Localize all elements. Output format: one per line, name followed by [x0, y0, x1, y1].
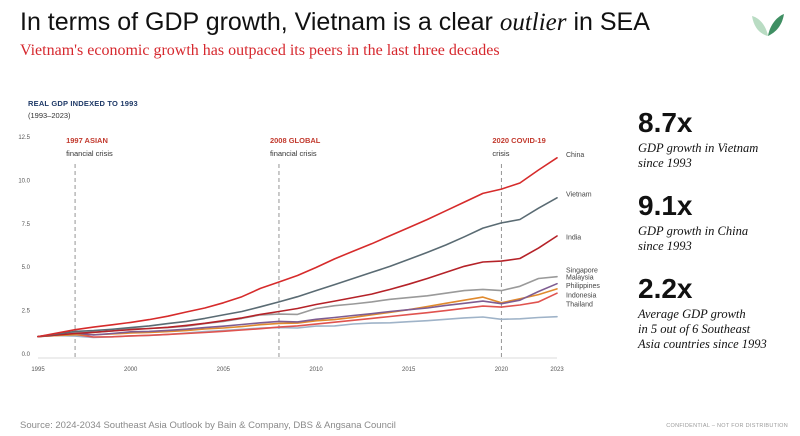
series-line-indonesia	[37, 292, 558, 338]
x-tick-label: 2010	[309, 367, 323, 373]
stat-line: in 5 out of 6 Southeast	[638, 322, 751, 336]
x-tick-label: 2005	[217, 367, 231, 373]
title-suffix: in SEA	[566, 8, 650, 36]
stat-line: Average GDP growth	[638, 307, 746, 321]
gdp-line-chart: 0.0 2.5 5.0 7.5 10.0 12.5 1995 2000 2005 2010 2015…	[18, 135, 600, 373]
page-subtitle: Vietnam's economic growth has outpaced i…	[20, 42, 500, 59]
stat-line: GDP growth in Vietnam	[638, 141, 759, 155]
annotation-title: 2020 COVID-19	[492, 136, 545, 145]
series-label: India	[566, 235, 581, 242]
annotation-text: crisis	[492, 149, 509, 158]
stat-description: Average GDP growth in 5 out of 6 Southea…	[638, 307, 767, 352]
x-tick-label: 2020	[495, 367, 509, 373]
series-line-china	[37, 157, 558, 338]
source-footnote: Source: 2024-2034 Southeast Asia Outlook…	[20, 420, 396, 431]
series-label: China	[566, 152, 584, 159]
stat-china: 9.1x GDP growth in China since 1993	[638, 190, 748, 254]
series-label: Indonesia	[566, 292, 596, 299]
confidential-notice: CONFIDENTIAL – NOT FOR DISTRIBUTION	[666, 423, 788, 429]
chart-title: REAL GDP INDEXED TO 1993	[28, 99, 138, 108]
stat-sea-average: 2.2x Average GDP growth in 5 out of 6 So…	[638, 273, 767, 352]
series-label: Thailand	[566, 302, 593, 309]
page-title: In terms of GDP growth, Vietnam is a cle…	[20, 8, 650, 37]
title-emphasis: outlier	[499, 9, 567, 36]
annotation-title: 1997 ASIAN	[66, 136, 108, 145]
stat-line: GDP growth in China	[638, 224, 749, 238]
stat-line: Asia countries since 1993	[638, 337, 767, 351]
annotation-title: 2008 GLOBAL	[270, 136, 321, 145]
logo-left-leaf	[752, 16, 768, 36]
y-tick-label: 2.5	[22, 309, 31, 315]
brand-logo-icon	[752, 14, 784, 36]
stat-line: since 1993	[638, 239, 692, 253]
series-label: Malaysia	[566, 275, 594, 282]
series-line-india	[37, 235, 558, 338]
series-label: Philippines	[566, 283, 600, 290]
x-tick-label: 2015	[402, 367, 416, 373]
stat-line: since 1993	[638, 156, 692, 170]
series-line-vietnam	[37, 197, 558, 338]
series-line-philippines	[37, 288, 558, 338]
x-tick-label: 2023	[550, 367, 564, 373]
y-tick-label: 10.0	[18, 178, 30, 184]
series-line-malaysia	[37, 282, 558, 338]
x-tick-label: 2000	[124, 367, 138, 373]
logo-right-leaf	[768, 14, 784, 36]
y-tick-label: 12.5	[18, 135, 30, 141]
title-prefix: In terms of GDP growth, Vietnam is a cle…	[20, 8, 500, 36]
stat-description: GDP growth in China since 1993	[638, 224, 748, 254]
annotation-text: financial crisis	[66, 149, 113, 158]
stat-vietnam: 8.7x GDP growth in Vietnam since 1993	[638, 107, 758, 171]
stat-value: 8.7x	[638, 107, 693, 138]
stat-description: GDP growth in Vietnam since 1993	[638, 141, 758, 171]
y-tick-label: 0.0	[22, 352, 31, 358]
series-label: Vietnam	[566, 191, 592, 198]
x-tick-label: 1995	[31, 367, 45, 373]
annotation-text: financial crisis	[270, 149, 317, 158]
y-tick-label: 7.5	[22, 222, 31, 228]
y-tick-label: 5.0	[22, 265, 31, 271]
stat-value: 2.2x	[638, 273, 693, 304]
stat-value: 9.1x	[638, 190, 693, 221]
series-label: Singapore	[566, 268, 598, 275]
chart-subtitle: (1993–2023)	[28, 111, 71, 120]
